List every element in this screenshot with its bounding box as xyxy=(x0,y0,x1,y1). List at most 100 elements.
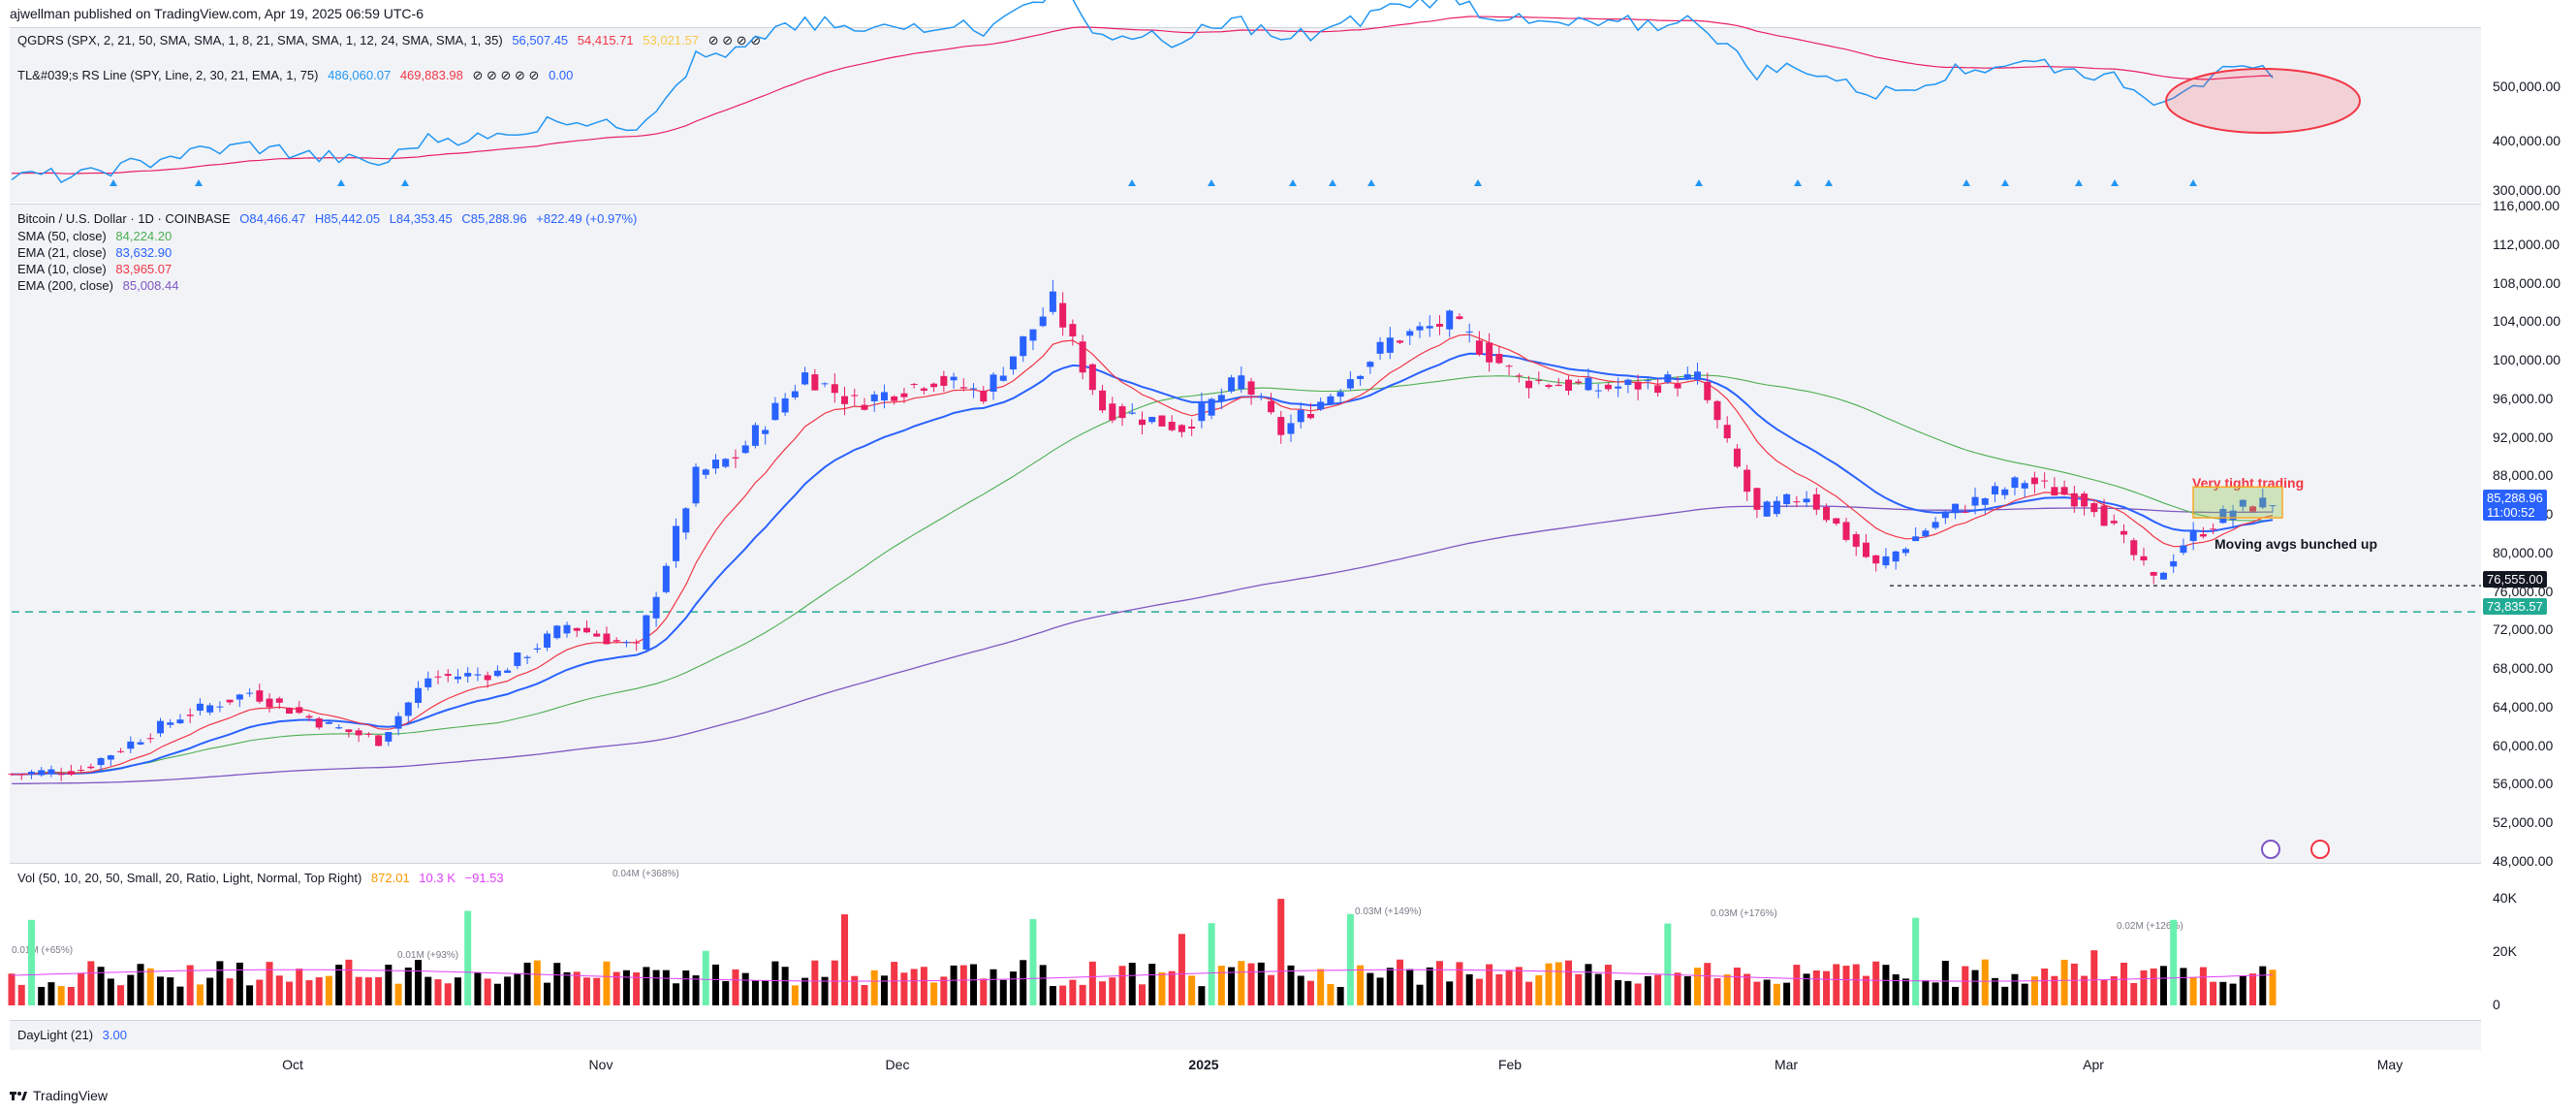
price-tick-15: 56,000.00 xyxy=(2493,776,2554,792)
volume-bar xyxy=(2030,976,2038,1005)
candle-body xyxy=(880,392,888,400)
candle-body xyxy=(741,445,749,454)
candle-body xyxy=(712,460,720,469)
volume-bar xyxy=(2210,981,2217,1005)
volume-bar xyxy=(355,976,362,1005)
volume-bar xyxy=(325,975,332,1005)
candle-body xyxy=(2030,477,2038,485)
rs-tick-3: 300,000.00 xyxy=(2493,182,2561,198)
tradingview-brand[interactable]: TradingView xyxy=(10,1088,108,1103)
volume-bar xyxy=(1952,986,1960,1005)
price-tick-4: 100,000.00 xyxy=(2493,352,2561,368)
candle-body xyxy=(1029,329,1037,341)
candle-body xyxy=(673,525,680,561)
candle-body xyxy=(1624,379,1632,386)
candle-body xyxy=(544,633,551,649)
candle-body xyxy=(1268,400,1275,413)
volume-bar xyxy=(1872,961,1880,1005)
volume-bar xyxy=(484,978,491,1005)
volume-bar xyxy=(1148,964,1156,1005)
rs-new-high-marker xyxy=(1289,179,1297,186)
volume-bar xyxy=(1971,970,1979,1005)
candle-body xyxy=(1009,356,1017,370)
volume-bar xyxy=(1912,917,1920,1005)
rs-new-high-marker xyxy=(1825,179,1833,186)
candle-body xyxy=(861,404,868,410)
rs-new-high-marker xyxy=(1208,179,1215,186)
volume-bar xyxy=(464,910,472,1005)
volume-bar xyxy=(1178,934,1185,1005)
candle-body xyxy=(1733,448,1741,467)
rs-line-ma xyxy=(11,16,2274,175)
volume-bar xyxy=(722,980,730,1005)
candle-body xyxy=(1991,486,1998,494)
volume-bar xyxy=(1009,971,1017,1005)
candle-body xyxy=(1852,534,1860,547)
candle-body xyxy=(1158,415,1166,427)
candle-body xyxy=(573,627,581,631)
candle-body xyxy=(1683,374,1691,379)
candle-body xyxy=(1564,379,1572,391)
volume-bar xyxy=(851,975,859,1005)
rs-value-1: 486,060.07 xyxy=(328,68,392,82)
volume-bar xyxy=(622,970,630,1005)
volume-bar xyxy=(27,919,35,1005)
volume-bar xyxy=(17,984,25,1005)
candle-body xyxy=(1952,503,1960,514)
volume-bar xyxy=(652,970,660,1005)
volume-bar xyxy=(1753,981,1761,1005)
volume-bar xyxy=(404,968,412,1005)
qgdrs-value-3: 53,021.57 xyxy=(643,33,700,48)
volume-bar xyxy=(999,979,1007,1005)
candle-body xyxy=(17,774,25,776)
price-tick-7: 88,000.00 xyxy=(2493,467,2554,484)
candle-body xyxy=(2229,510,2237,521)
candle-body xyxy=(2060,487,2068,495)
volume-bar xyxy=(1624,980,1632,1005)
candle-body xyxy=(27,771,35,775)
rs-new-high-marker xyxy=(1474,179,1482,186)
candle-body xyxy=(1406,331,1414,336)
candle-body xyxy=(2011,477,2019,489)
rs-value-3: 0.00 xyxy=(549,68,574,82)
candle-body xyxy=(1763,501,1771,517)
candle-body xyxy=(1793,501,1801,503)
volume-bar xyxy=(712,964,720,1005)
volume-bar xyxy=(523,962,531,1005)
rs-hidden-icons[interactable]: ⊘ ⊘ ⊘ ⊘ ⊘ xyxy=(472,68,540,82)
volume-bar xyxy=(633,972,641,1005)
candle-body xyxy=(1456,316,1463,320)
candle-body xyxy=(1704,381,1712,400)
volume-bar xyxy=(563,971,571,1005)
volume-bar xyxy=(335,965,343,1005)
candle-body xyxy=(375,735,383,747)
candle-body xyxy=(1803,498,1810,503)
volume-bar xyxy=(2249,973,2257,1005)
price-tick-11: 72,000.00 xyxy=(2493,621,2554,638)
volume-bar xyxy=(67,986,75,1005)
volume-bar xyxy=(2011,973,2019,1005)
candle-body xyxy=(137,742,144,745)
indicator-ema21: EMA (21, close) 83,632.90 xyxy=(17,245,177,260)
volume-bar xyxy=(1198,986,1206,1005)
candle-body xyxy=(2041,480,2049,482)
volume-bar xyxy=(940,976,948,1005)
volume-bar xyxy=(1833,964,1840,1005)
rs-tick-2: 400,000.00 xyxy=(2493,133,2561,148)
volume-bar xyxy=(791,985,799,1005)
volume-bar xyxy=(137,964,144,1005)
price-tick-13: 64,000.00 xyxy=(2493,698,2554,715)
rs-pane xyxy=(10,27,2481,203)
volume-bar xyxy=(891,962,898,1005)
candle-body xyxy=(1515,375,1523,377)
volume-bar xyxy=(1386,968,1394,1005)
candle-body xyxy=(1535,380,1543,382)
candle-body xyxy=(1109,403,1116,421)
candle-body xyxy=(47,769,55,775)
volume-bar xyxy=(1862,975,1869,1005)
candle-body xyxy=(1922,530,1930,537)
daylight-label: DayLight (21) xyxy=(17,1028,94,1042)
vol-tick-0: 0 xyxy=(2493,997,2500,1012)
volume-bar xyxy=(1644,975,1651,1005)
